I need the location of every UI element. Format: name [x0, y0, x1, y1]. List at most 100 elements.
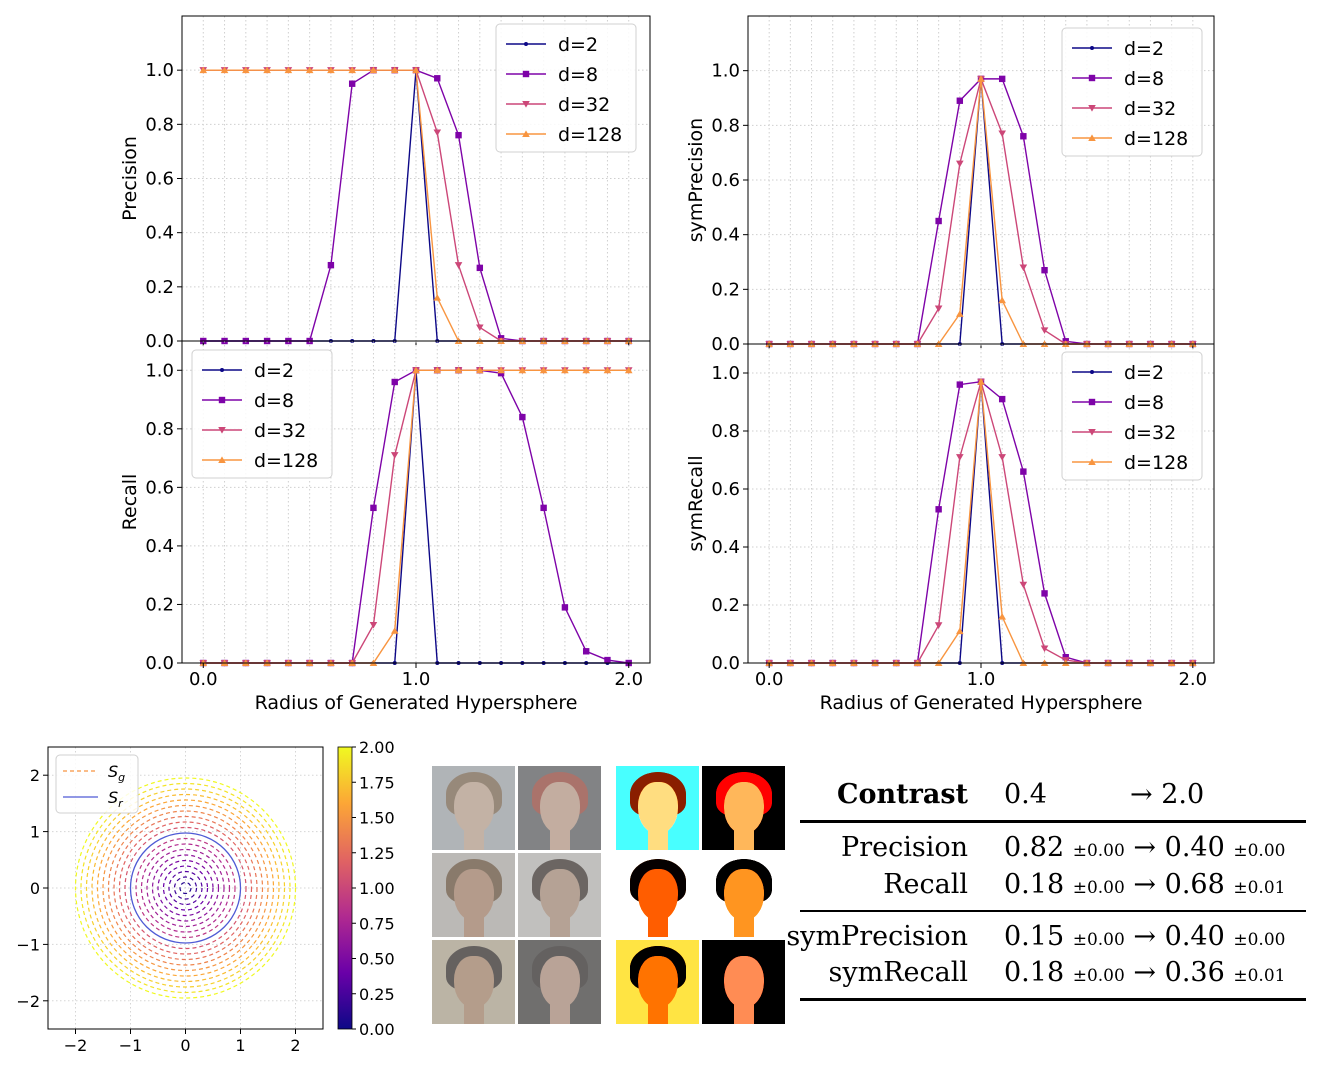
y-tick-label: 0.2 [145, 277, 174, 298]
data-point [199, 66, 208, 74]
data-point [390, 452, 399, 459]
data-point [956, 627, 964, 635]
data-point [412, 366, 420, 374]
face-shape [638, 956, 678, 1008]
data-point [1019, 264, 1028, 272]
data-point [433, 366, 442, 374]
neck-shape [550, 1002, 570, 1024]
generated-circle [135, 837, 236, 939]
generated-circle [162, 865, 209, 911]
legend-marker [522, 70, 530, 78]
row-label: Precision [841, 832, 968, 863]
data-point [956, 454, 964, 461]
x-tick-label: −2 [64, 1036, 88, 1055]
colorbar-tick-label: 0.50 [359, 950, 395, 969]
neck-shape [734, 1002, 754, 1024]
data-point [390, 66, 399, 74]
neck-shape [648, 828, 668, 850]
legend-box [495, 23, 637, 153]
face-image [616, 766, 699, 850]
x-tick-label: 0.0 [755, 669, 784, 690]
y-tick-label: −1 [16, 935, 40, 954]
generated-circle [146, 848, 225, 928]
data-point [369, 621, 378, 629]
y-tick-label: 0.4 [145, 536, 174, 557]
legend-label: d=8 [1124, 68, 1164, 90]
high-contrast-faces [616, 766, 786, 1024]
face-image [616, 940, 699, 1024]
x-tick-label: 1 [235, 1036, 245, 1055]
legend-label: d=128 [1124, 128, 1188, 150]
face-image [616, 853, 699, 937]
line-chart-panel: 0.0 0.2 0.4 0.6 0.8 1.0 0.0 1.0 2.0 Recall Radius … [119, 340, 651, 714]
header-to: → 2.0 [1130, 779, 1205, 810]
table-bottom-rule [800, 998, 1306, 1001]
face-shape [724, 782, 764, 834]
legend-marker [218, 456, 226, 463]
row-values: 0.18 ±0.00 → 0.68 ±0.01 [1004, 868, 1285, 905]
y-tick-label: 1.0 [145, 360, 174, 381]
face-shape [724, 956, 764, 1008]
data-point [582, 366, 590, 374]
data-point [998, 75, 1006, 83]
data-point [263, 66, 271, 74]
data-point [476, 264, 484, 272]
data-point [998, 395, 1006, 403]
legend-label: d=2 [254, 360, 294, 382]
table-row: Precision 0.82 ±0.00 → 0.40 ±0.00 [800, 831, 1306, 865]
from-value: 0.18 [1004, 869, 1065, 900]
y-tick-label: 0.8 [145, 114, 174, 135]
legend-label: Sr [108, 788, 124, 810]
data-point [327, 261, 335, 269]
neck-shape [464, 1002, 484, 1024]
table-row: symPrecision 0.15 ±0.00 → 0.40 ±0.00 [786, 920, 1306, 954]
colorbar-tick-label: 0.75 [359, 914, 395, 933]
data-point [433, 294, 442, 301]
row-label: Recall [883, 869, 968, 900]
data-point [540, 504, 547, 512]
y-tick-label: 0.8 [711, 115, 740, 136]
face-shape [724, 869, 764, 921]
data-point [603, 366, 612, 374]
y-tick-label: 0.6 [711, 479, 740, 500]
data-point [956, 97, 964, 104]
legend-label-base: S [108, 762, 118, 781]
face-image [432, 940, 515, 1024]
legend-marker [218, 427, 226, 434]
face-image [432, 766, 515, 850]
face-shape [638, 782, 678, 834]
data-point [455, 131, 462, 139]
data-point [582, 648, 590, 655]
face-shape [454, 782, 494, 834]
data-point [624, 366, 633, 374]
y-tick-label: 0.4 [711, 225, 740, 246]
table-row: symRecall 0.18 ±0.00 → 0.36 ±0.01 [800, 956, 1306, 990]
face-image [702, 853, 785, 937]
data-point [956, 310, 964, 317]
legend-label: d=2 [1124, 362, 1164, 384]
neck-shape [648, 1002, 668, 1024]
data-point [327, 66, 335, 74]
legend-marker [522, 130, 530, 137]
data-point [518, 366, 527, 374]
data-point [454, 262, 463, 269]
legend-box [1061, 351, 1203, 481]
generated-circle [85, 788, 286, 988]
y-tick-label: 0.2 [711, 595, 740, 616]
data-point [977, 75, 985, 82]
y-tick-label: 1.0 [711, 363, 740, 384]
data-point [1019, 581, 1028, 589]
y-tick-label: 1 [30, 823, 40, 842]
legend-box [55, 754, 139, 814]
y-tick-label: 0.2 [145, 594, 174, 615]
data-point [284, 66, 293, 74]
legend-label-subscript: r [118, 797, 124, 810]
data-point [370, 504, 377, 512]
generated-circle [74, 777, 297, 999]
data-point [561, 604, 569, 611]
y-axis-label: symPrecision [685, 118, 707, 242]
generated-circle [157, 859, 214, 917]
data-point [433, 129, 442, 137]
to-value: 0.36 [1164, 957, 1225, 988]
line-chart-panel: 0.0 0.2 0.4 0.6 0.8 1.0 Precision d=2 d=8 d=32 d=1… [119, 15, 651, 352]
